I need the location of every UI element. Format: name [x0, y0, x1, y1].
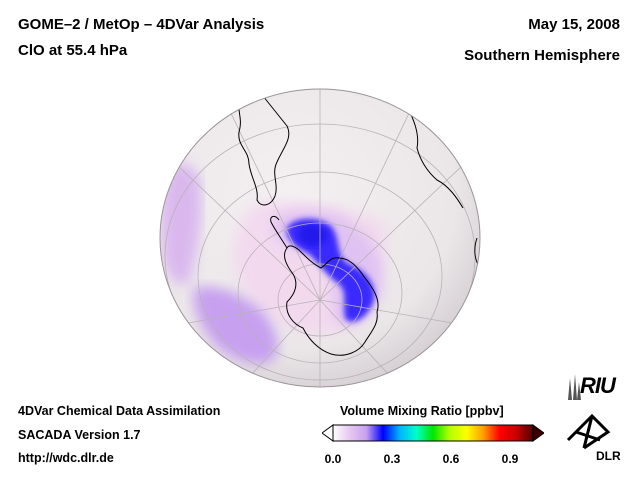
colorbar: [322, 424, 544, 442]
colorbar-bar: [332, 424, 534, 442]
colorbar-left-arrow: [322, 424, 334, 442]
clo-field-west: [160, 163, 202, 285]
map-subtitle: ClO at 55.4 hPa: [18, 42, 128, 59]
colorbar-tick-label: 0.6: [442, 452, 460, 466]
peninsula-coast: [270, 215, 288, 249]
riu-logo-text: RIU: [580, 373, 616, 398]
colorbar-tick-label: 0.0: [324, 452, 342, 466]
hemisphere-label: Southern Hemisphere: [464, 47, 620, 64]
colorbar-right-arrow: [532, 424, 544, 442]
globe-map: [159, 88, 481, 388]
footer-line-2: SACADA Version 1.7: [18, 428, 141, 442]
map-title: GOME–2 / MetOp – 4DVar Analysis: [18, 16, 265, 33]
antarctica-coast: [284, 245, 379, 356]
south-america-coast: [238, 95, 290, 206]
globe-rim: [159, 88, 481, 388]
dlr-logo-text: DLR: [596, 449, 621, 463]
riu-logo-icon: [568, 374, 581, 400]
footer-url: http://wdc.dlr.de: [18, 451, 114, 465]
footer-line-1: 4DVar Chemical Data Assimilation: [18, 404, 221, 418]
clo-field-southwest: [193, 286, 279, 364]
dlr-logo-icon: [566, 413, 611, 450]
colorbar-title: Volume Mixing Ratio [ppbv]: [340, 404, 504, 418]
colorbar-tick-label: 0.3: [383, 452, 401, 466]
colorbar-tick-label: 0.9: [501, 452, 519, 466]
clo-field: [160, 89, 480, 387]
date-label: May 15, 2008: [528, 16, 620, 33]
